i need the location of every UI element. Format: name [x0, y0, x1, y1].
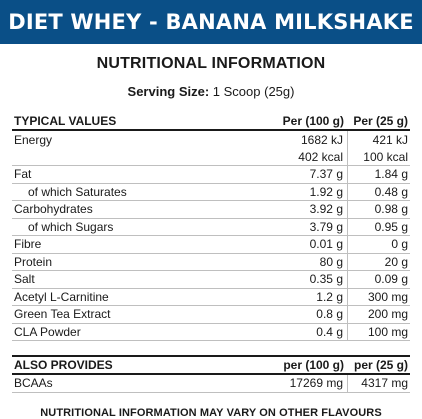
row-name: of which Saturates — [28, 184, 127, 199]
row-name: Salt — [14, 272, 35, 287]
serving-size-label: Serving Size: — [127, 84, 210, 99]
header-per-100g: Per (100 g) — [282, 114, 344, 128]
row-per-25g: 300 mg — [367, 289, 408, 304]
table-row: Energy 1682 kJ 421 kJ — [12, 131, 410, 149]
row-per-25g: 4317 mg — [361, 376, 408, 391]
row-per-100g: 0.4 g — [224, 323, 348, 340]
row-per-100g: 402 kcal — [224, 148, 348, 165]
footer-disclaimer: NUTRITIONAL INFORMATION MAY VARY ON OTHE… — [40, 406, 382, 419]
row-per-25g: 100 kcal — [363, 149, 408, 164]
row-per-25g: 1.84 g — [374, 167, 408, 182]
row-name: Green Tea Extract — [14, 307, 111, 322]
row-per-100g: 7.37 g — [224, 166, 348, 183]
row-name: Fat — [14, 167, 32, 182]
table-row: CLA Powder 0.4 g 100 mg — [12, 323, 410, 341]
table-row: of which Sugars 3.79 g 0.95 g — [12, 218, 410, 236]
table-row: of which Saturates 1.92 g 0.48 g — [12, 183, 410, 201]
row-per-25g: 421 kJ — [372, 132, 408, 147]
header-per-100g: per (100 g) — [283, 358, 344, 372]
row-name: Protein — [14, 254, 53, 269]
row-per-100g: 1.92 g — [224, 183, 348, 200]
row-per-25g: 0.98 g — [374, 202, 408, 217]
row-name: Fibre — [14, 237, 42, 252]
table-row: Protein 80 g 20 g — [12, 253, 410, 271]
nutrition-heading: NUTRITIONAL INFORMATION — [96, 55, 326, 72]
row-per-25g: 100 mg — [367, 324, 408, 339]
table-row: Carbohydrates 3.92 g 0.98 g — [12, 201, 410, 219]
product-title: DIET WHEY - BANANA MILKSHAKE — [8, 10, 414, 34]
row-per-100g: 3.92 g — [224, 201, 348, 218]
nutrition-table: TYPICAL VALUES Per (100 g) Per (25 g) En… — [12, 113, 410, 393]
row-per-100g: 1682 kJ — [224, 131, 348, 149]
row-per-25g: 20 g — [384, 254, 408, 269]
row-per-100g: 1.2 g — [224, 288, 348, 305]
row-per-100g: 0.8 g — [224, 306, 348, 323]
table-row: Green Tea Extract 0.8 g 200 mg — [12, 306, 410, 324]
row-name: Carbohydrates — [14, 202, 93, 217]
table-row: Fat 7.37 g 1.84 g — [12, 166, 410, 184]
table-row: BCAAs 17269 mg 4317 mg — [12, 375, 410, 393]
row-name: CLA Powder — [14, 324, 81, 339]
row-per-100g: 0.35 g — [224, 271, 348, 288]
row-per-100g: 17269 mg — [224, 375, 348, 392]
table-row: 402 kcal 100 kcal — [12, 148, 410, 166]
header-also-provides: ALSO PROVIDES — [14, 358, 113, 372]
row-per-25g: 0.09 g — [374, 272, 408, 287]
row-name: of which Sugars — [28, 219, 114, 234]
row-per-25g: 0 g — [391, 237, 408, 252]
row-name: BCAAs — [14, 376, 53, 391]
table-row: Acetyl L-Carnitine 1.2 g 300 mg — [12, 288, 410, 306]
header-typical-values: TYPICAL VALUES — [14, 114, 117, 128]
also-provides-header: ALSO PROVIDES per (100 g) per (25 g) — [12, 357, 410, 375]
row-per-25g: 0.95 g — [374, 219, 408, 234]
row-per-100g: 0.01 g — [224, 236, 348, 253]
row-per-25g: 0.48 g — [374, 184, 408, 199]
row-per-25g: 200 mg — [367, 307, 408, 322]
serving-size-value: 1 Scoop (25g) — [212, 84, 295, 99]
header-per-25g: Per (25 g) — [353, 114, 408, 128]
row-per-100g: 80 g — [224, 253, 348, 270]
row-name: Acetyl L-Carnitine — [14, 289, 109, 304]
table-row: Fibre 0.01 g 0 g — [12, 236, 410, 254]
header-per-25g: per (25 g) — [353, 358, 408, 372]
table-row: Salt 0.35 g 0.09 g — [12, 271, 410, 289]
row-name: Energy — [14, 132, 53, 147]
table-header: TYPICAL VALUES Per (100 g) Per (25 g) — [12, 113, 410, 131]
row-per-100g: 3.79 g — [224, 218, 348, 235]
section-divider — [12, 341, 410, 357]
serving-size: Serving Size: 1 Scoop (25g) — [0, 84, 422, 99]
product-title-banner: DIET WHEY - BANANA MILKSHAKE — [0, 0, 422, 44]
